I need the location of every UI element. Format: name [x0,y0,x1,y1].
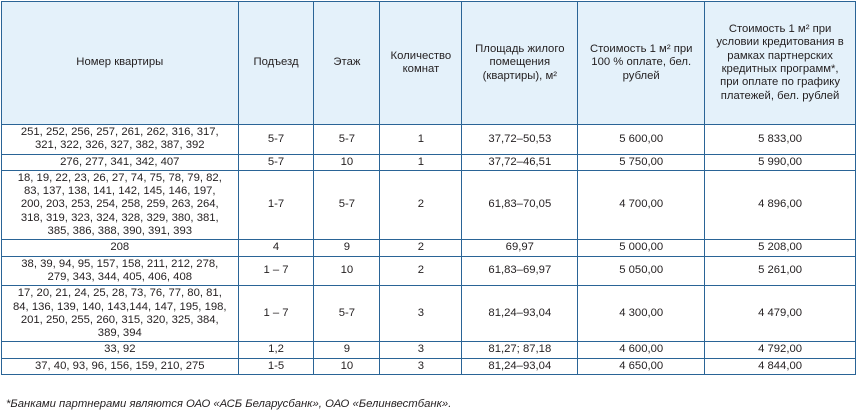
table-cell: 69,97 [461,239,579,257]
table-cell: 2 [379,169,463,241]
table-cell: 4 [237,239,315,257]
table-row: 251, 252, 256, 257, 261, 262, 316, 317, … [1,124,856,155]
table-cell: 5 833,00 [704,124,856,155]
apartment-price-table: Номер квартиры Подъезд Этаж Количество комн… [1,1,856,376]
table-cell: 1,2 [237,341,315,359]
column-header: Этаж [313,1,381,125]
table-cell: 5 261,00 [704,255,856,287]
table-cell: 276, 277, 341, 342, 407 [1,153,239,171]
table-cell: 251, 252, 256, 257, 261, 262, 316, 317, … [1,124,239,155]
header-row: Номер квартиры Подъезд Этаж Количество комн… [1,1,856,125]
table-cell: 17, 20, 21, 24, 25, 28, 73, 76, 77, 80, … [1,285,239,343]
column-header: Стоимость 1 м² при условии кредитования … [704,1,856,125]
table-cell: 18, 19, 22, 23, 26, 27, 74, 75, 78, 79, … [1,169,239,241]
table-cell: 1-5 [237,357,315,376]
column-header: Площадь жилого помещения (квартиры), м² [461,1,579,125]
table-cell: 81,27; 87,18 [461,341,579,359]
table-row: 276, 277, 341, 342, 407 5-7 10 1 37,72–46,51… [1,153,856,171]
table-cell: 1 – 7 [237,255,315,287]
table-cell: 5 208,00 [704,239,856,257]
table-cell: 5-7 [237,153,315,171]
table-cell: 10 [313,357,381,376]
table-cell: 37,72–50,53 [461,124,579,155]
table-cell: 61,83–69,97 [461,255,579,287]
column-header: Подъезд [237,1,315,125]
table-cell: 5-7 [313,124,381,155]
table-cell: 4 300,00 [577,285,706,343]
table-cell: 3 [379,357,463,376]
table-cell: 4 792,00 [704,341,856,359]
table-cell: 3 [379,285,463,343]
table-cell: 5-7 [313,169,381,241]
table-cell: 81,24–93,04 [461,285,579,343]
table-cell: 4 844,00 [704,357,856,376]
table-row: 17, 20, 21, 24, 25, 28, 73, 76, 77, 80, … [1,285,856,343]
table-cell: 4 700,00 [577,169,706,241]
table-cell: 10 [313,153,381,171]
table-cell: 5 000,00 [577,239,706,257]
table-cell: 5 750,00 [577,153,706,171]
table-cell: 10 [313,255,381,287]
table-cell: 37, 40, 93, 96, 156, 159, 210, 275 [1,357,239,376]
table-cell: 4 479,00 [704,285,856,343]
column-header: Количество комнат [379,1,463,125]
table-cell: 1-7 [237,169,315,241]
table-cell: 4 896,00 [704,169,856,241]
table-cell: 61,83–70,05 [461,169,579,241]
footnote: *Банками партнерами являются ОАО «АСБ Бе… [6,398,452,410]
table-cell: 4 600,00 [577,341,706,359]
column-header: Номер квартиры [1,1,239,125]
table-row: 38, 39, 94, 95, 157, 158, 211, 212, 278,… [1,255,856,287]
table-cell: 5 600,00 [577,124,706,155]
table-row: 18, 19, 22, 23, 26, 27, 74, 75, 78, 79, … [1,169,856,241]
table-cell: 5-7 [313,285,381,343]
table-cell: 37,72–46,51 [461,153,579,171]
table-cell: 1 – 7 [237,285,315,343]
table-cell: 4 650,00 [577,357,706,376]
table-cell: 208 [1,239,239,257]
table-cell: 81,24–93,04 [461,357,579,376]
table-row: 37, 40, 93, 96, 156, 159, 210, 275 1-5 10 3… [1,357,856,376]
table-row: 33, 92 1,2 9 3 81,27; 87,18 4 600,00 4 792,00 [1,341,856,359]
table-cell: 2 [379,255,463,287]
table-row: 208 4 9 2 69,97 5 000,00 5 208,00 [1,239,856,257]
table-cell: 9 [313,239,381,257]
table-cell: 5-7 [237,124,315,155]
table-cell: 2 [379,239,463,257]
table-cell: 3 [379,341,463,359]
table-cell: 5 990,00 [704,153,856,171]
table-cell: 38, 39, 94, 95, 157, 158, 211, 212, 278,… [1,255,239,287]
table-cell: 1 [379,153,463,171]
table-cell: 5 050,00 [577,255,706,287]
table-cell: 9 [313,341,381,359]
column-header: Стоимость 1 м² при 100 % оплате, бел. ру… [577,1,706,125]
table-cell: 1 [379,124,463,155]
table-cell: 33, 92 [1,341,239,359]
